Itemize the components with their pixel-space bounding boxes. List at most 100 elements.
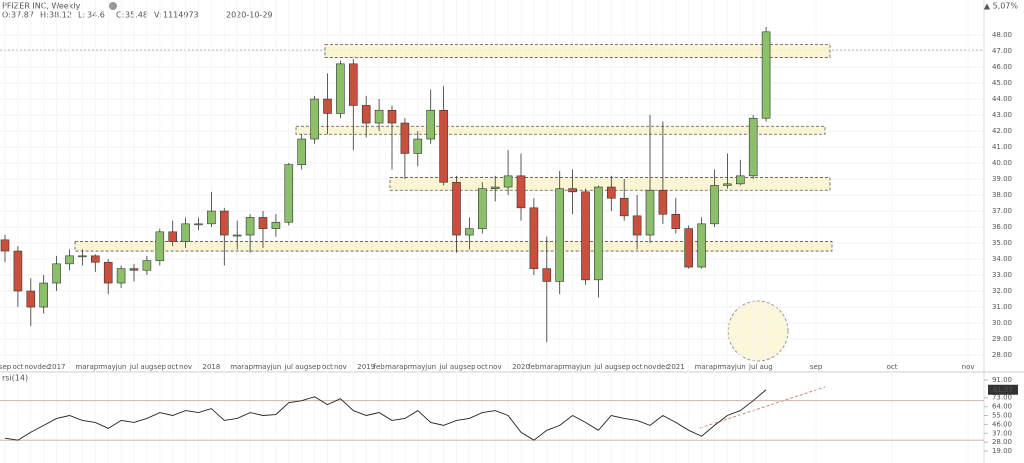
candle-body bbox=[323, 98, 332, 114]
x-tick-label: feb bbox=[373, 363, 385, 371]
x-tick-label: mar bbox=[540, 363, 554, 371]
x-tick-label: 2019 bbox=[357, 363, 375, 371]
candle-body bbox=[735, 175, 745, 185]
y-tick-label: 35.00 bbox=[992, 239, 1012, 247]
candle-body bbox=[748, 117, 758, 177]
candle-body bbox=[723, 183, 732, 186]
x-tick-label: aug bbox=[140, 363, 153, 371]
header-value: 35.48 bbox=[125, 11, 148, 20]
x-tick-label: oct bbox=[632, 363, 643, 371]
x-tick-label: aug bbox=[760, 363, 773, 371]
candle-body bbox=[91, 255, 100, 263]
candle-body bbox=[697, 223, 706, 268]
x-tick-label: jun bbox=[734, 363, 746, 371]
x-tick-label: oct bbox=[887, 363, 898, 371]
chart-title: PFIZER INC, Weekly bbox=[2, 2, 81, 11]
candle-body bbox=[65, 255, 74, 265]
candle-body bbox=[426, 109, 436, 140]
x-tick-label: mar bbox=[75, 363, 89, 371]
candle-body bbox=[348, 63, 358, 106]
candle-body bbox=[39, 282, 49, 308]
candle-body bbox=[606, 186, 616, 199]
y-tick-label: 42.00 bbox=[992, 127, 1012, 135]
x-tick-label: dec bbox=[37, 363, 50, 371]
x-tick-label: apr bbox=[89, 363, 101, 371]
x-tick-label: apr bbox=[244, 363, 256, 371]
x-tick-label: jun bbox=[115, 363, 127, 371]
candle-body bbox=[310, 98, 319, 140]
x-tick-label: may bbox=[720, 363, 735, 371]
x-tick-label: 2018 bbox=[202, 363, 220, 371]
header-value: 37.87 bbox=[11, 11, 34, 20]
x-tick-label: dec bbox=[657, 363, 670, 371]
x-tick-label: nov bbox=[644, 363, 657, 371]
candle-body bbox=[13, 250, 23, 292]
y-tick-label: 28.00 bbox=[992, 351, 1012, 359]
x-tick-label: sep bbox=[810, 363, 823, 371]
candle-body bbox=[452, 181, 461, 236]
rsi-tick-label: 37.00 bbox=[992, 429, 1012, 437]
candle-body bbox=[761, 31, 771, 119]
y-tick-label: 30.00 bbox=[992, 319, 1012, 327]
rsi-tick-label: 46.00 bbox=[992, 420, 1012, 428]
y-tick-label: 38.00 bbox=[992, 191, 1012, 199]
x-tick-label: jun bbox=[424, 363, 436, 371]
candle-body bbox=[516, 175, 526, 209]
x-tick-label: nov bbox=[24, 363, 37, 371]
candle-body bbox=[155, 231, 165, 261]
rsi-tag bbox=[988, 384, 1018, 395]
rsi-trendline bbox=[699, 386, 826, 429]
y-tick-label: 31.00 bbox=[992, 303, 1012, 311]
zone bbox=[74, 241, 833, 252]
candle-body bbox=[465, 228, 474, 236]
rsi-tick-label: 91.00 bbox=[992, 376, 1012, 384]
x-tick-label: apr bbox=[399, 363, 411, 371]
x-tick-label: may bbox=[255, 363, 270, 371]
candle-body bbox=[503, 175, 513, 188]
x-tick-label: may bbox=[101, 363, 116, 371]
y-tick-label: 39.00 bbox=[992, 175, 1012, 183]
x-tick-label: jul bbox=[438, 363, 447, 371]
zone bbox=[324, 44, 831, 58]
header-label: V: bbox=[154, 11, 162, 20]
rsi-tick-label: 64.00 bbox=[992, 403, 1012, 411]
header-label: C: bbox=[116, 11, 124, 20]
candle-body bbox=[645, 189, 655, 236]
candle-body bbox=[594, 186, 603, 281]
settings-icon[interactable] bbox=[109, 2, 117, 10]
x-tick-label: sep bbox=[0, 363, 12, 371]
header-value: 38.12 bbox=[49, 11, 72, 20]
rsi-last-value: 81.07 bbox=[993, 386, 1013, 394]
candle-body bbox=[0, 239, 10, 252]
y-tick-label: 46.00 bbox=[992, 63, 1012, 71]
candle-body bbox=[336, 63, 345, 114]
candle-body bbox=[374, 109, 384, 124]
y-tick-label: 45.00 bbox=[992, 79, 1012, 87]
candle-body bbox=[297, 138, 307, 165]
candle-body bbox=[581, 191, 590, 281]
header-value: 34.6 bbox=[87, 11, 105, 20]
candle-body bbox=[619, 197, 629, 217]
x-tick-label: may bbox=[565, 363, 580, 371]
header-value: 1114973 bbox=[163, 11, 199, 20]
candle-body bbox=[439, 109, 448, 183]
rsi-tick-label: 73.00 bbox=[992, 394, 1012, 402]
candle-body bbox=[529, 207, 539, 269]
x-tick-label: aug bbox=[605, 363, 618, 371]
candle-body bbox=[671, 213, 681, 229]
x-tick-label: oct bbox=[477, 363, 488, 371]
rsi-tick-label: 55.00 bbox=[992, 412, 1012, 420]
candle-body bbox=[271, 221, 281, 229]
candle-body bbox=[116, 268, 126, 284]
candle-body bbox=[52, 263, 61, 284]
x-tick-label: nov bbox=[489, 363, 502, 371]
date: 2020-10-29 bbox=[226, 11, 273, 20]
x-tick-label: oct bbox=[167, 363, 178, 371]
x-tick-label: 2017 bbox=[48, 363, 66, 371]
y-tick-label: 33.00 bbox=[992, 271, 1012, 279]
change: ▲ 5,07% bbox=[984, 2, 1019, 11]
x-tick-label: jun bbox=[269, 363, 281, 371]
y-tick-label: 36.00 bbox=[992, 223, 1012, 231]
y-tick-label: 34.00 bbox=[992, 255, 1012, 263]
